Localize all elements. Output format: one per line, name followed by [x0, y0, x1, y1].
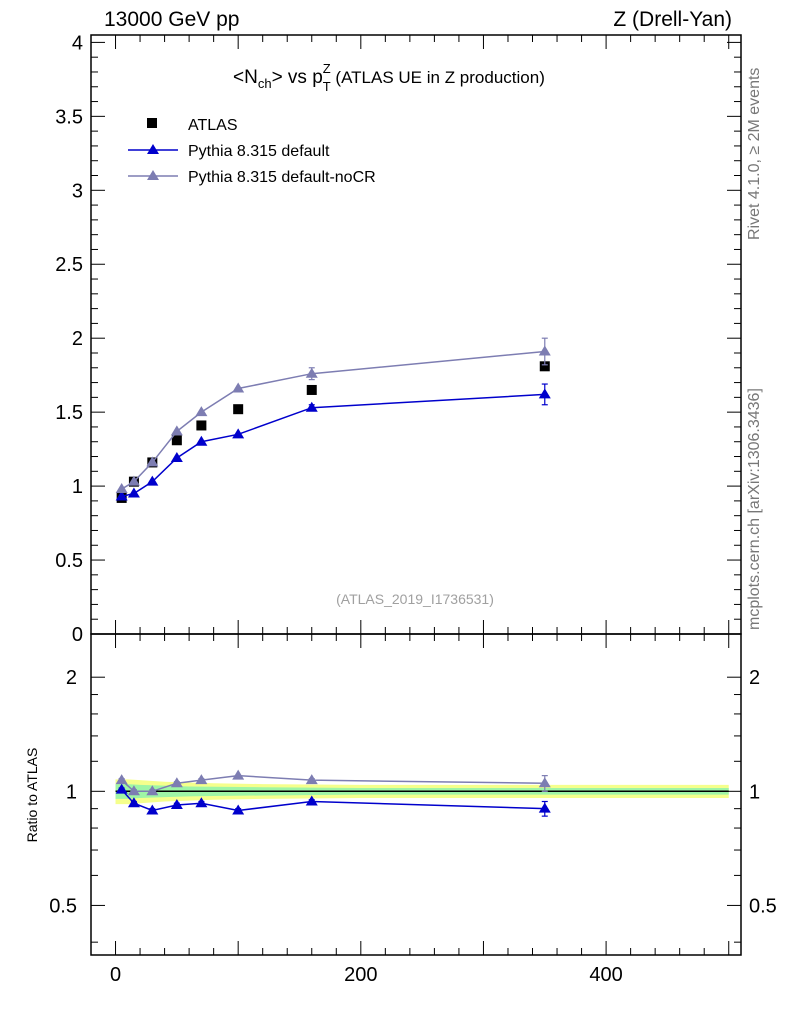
point-atlas — [171, 435, 182, 446]
ratio-axis-ticks: 0 200 400 0.5 0.5 1 1 2 2 — [49, 634, 777, 986]
title-rest: (ATLAS UE in Z production) — [331, 68, 545, 87]
title-t-subscript: T — [323, 79, 331, 94]
legend-marker-pythia-nocr — [147, 170, 159, 180]
ratio-panel-frame — [90, 633, 742, 956]
main-ytick-label: 1.5 — [55, 402, 83, 424]
ratio-point-pythia-8-315-default — [305, 795, 318, 806]
legend-label-pythia-nocr: Pythia 8.315 default-noCR — [188, 169, 376, 186]
ratio-point-pythia-8-315-default — [232, 804, 245, 815]
ratio-point-pythia-8-315-default — [195, 797, 208, 808]
main-ytick-label: 0 — [72, 624, 83, 646]
ratio-point-pythia-8-315-default — [127, 797, 140, 808]
point-pythia-8-315-default — [232, 428, 245, 439]
ratio-panel-series — [115, 769, 551, 817]
point-pythia-8-315-default-nocr — [195, 406, 208, 417]
point-pythia-8-315-default-nocr — [538, 345, 551, 356]
legend-marker-pythia-default — [147, 144, 159, 154]
series-pythia-8-315-default — [115, 383, 551, 501]
ratio-point-pythia-8-315-default-nocr — [170, 777, 183, 788]
point-pythia-8-315-default — [146, 475, 159, 486]
ratio-point-pythia-8-315-default — [538, 802, 551, 813]
main-ytick-label: 2 — [72, 328, 83, 350]
ratio-uncertainty-bands — [115, 779, 729, 805]
main-ytick-label: 0.5 — [55, 550, 83, 572]
legend-marker-atlas — [147, 118, 157, 128]
point-atlas — [306, 384, 317, 395]
main-ytick-label: 3.5 — [55, 106, 83, 128]
series-pythia-8-315-default-nocr — [115, 337, 551, 494]
point-atlas — [233, 404, 244, 415]
point-atlas — [196, 420, 207, 431]
main-panel-series — [115, 337, 551, 503]
analysis-watermark: (ATLAS_2019_I1736531) — [336, 591, 494, 607]
point-pythia-8-315-default-nocr — [232, 382, 245, 393]
ratio-ytick-label-left: 2 — [66, 667, 77, 689]
series-atlas — [116, 361, 550, 503]
ratio-series-pythia-8-315-default-nocr — [115, 769, 551, 796]
line-pythia-8-315-default — [121, 393, 545, 498]
point-pythia-8-315-default-nocr — [305, 367, 318, 378]
ratio-point-pythia-8-315-default — [115, 783, 128, 794]
title-z-superscript: Z — [323, 61, 331, 76]
ratio-point-pythia-8-315-default-nocr — [146, 785, 159, 796]
legend: ATLAS Pythia 8.315 default Pythia 8.315 … — [128, 117, 376, 186]
header-energy: 13000 GeV pp — [104, 8, 240, 31]
plot-title: <Nch> vs pZ T (ATLAS UE in Z production) — [233, 61, 545, 94]
ratio-ytick-label-left: 1 — [66, 781, 77, 803]
point-pythia-8-315-default — [305, 401, 318, 412]
ratio-ytick-label-right: 2 — [749, 667, 760, 689]
point-pythia-8-315-default-nocr — [115, 483, 128, 494]
ratio-xtick-label: 400 — [589, 964, 622, 986]
ratio-point-pythia-8-315-default — [146, 804, 159, 815]
header-process: Z (Drell-Yan) — [613, 8, 732, 31]
main-ytick-label: 4 — [72, 32, 83, 54]
ratio-ytick-label-right: 0.5 — [749, 895, 777, 917]
ratio-xtick-label: 200 — [344, 964, 377, 986]
ratio-ytick-label-left: 0.5 — [49, 895, 77, 917]
legend-label-pythia-default: Pythia 8.315 default — [188, 143, 330, 160]
title-ch-subscript: ch — [258, 76, 272, 91]
ratio-point-pythia-8-315-default-nocr — [127, 785, 140, 796]
ratio-point-pythia-8-315-default — [170, 799, 183, 810]
ratio-point-pythia-8-315-default-nocr — [305, 774, 318, 785]
main-ytick-label: 2.5 — [55, 254, 83, 276]
ratio-point-pythia-8-315-default-nocr — [232, 769, 245, 780]
point-pythia-8-315-default-nocr — [127, 475, 140, 486]
title-vs: > vs p — [272, 67, 323, 88]
ratio-point-pythia-8-315-default-nocr — [538, 777, 551, 788]
ratio-series-pythia-8-315-default — [115, 783, 551, 817]
ratio-ytick-label-right: 1 — [749, 781, 760, 803]
ratio-xtick-label: 0 — [110, 964, 121, 986]
line-pythia-8-315-default-nocr — [121, 350, 545, 490]
point-pythia-8-315-default — [127, 487, 140, 498]
point-atlas — [539, 361, 550, 372]
point-pythia-8-315-default — [115, 490, 128, 501]
point-pythia-8-315-default — [170, 451, 183, 462]
title-n: <N — [233, 67, 258, 88]
ratio-point-pythia-8-315-default-nocr — [195, 774, 208, 785]
main-ytick-label: 1 — [72, 476, 83, 498]
point-pythia-8-315-default — [195, 435, 208, 446]
legend-label-atlas: ATLAS — [188, 117, 238, 134]
point-pythia-8-315-default — [538, 388, 551, 399]
point-pythia-8-315-default-nocr — [146, 456, 159, 467]
ratio-y-axis-label: Ratio to ATLAS — [24, 748, 40, 843]
ratio-point-pythia-8-315-default-nocr — [115, 774, 128, 785]
main-ytick-label: 3 — [72, 180, 83, 202]
point-pythia-8-315-default-nocr — [170, 425, 183, 436]
main-axis-ticks: 0 0.5 1 1.5 2 2.5 3 3.5 4 — [55, 32, 741, 646]
